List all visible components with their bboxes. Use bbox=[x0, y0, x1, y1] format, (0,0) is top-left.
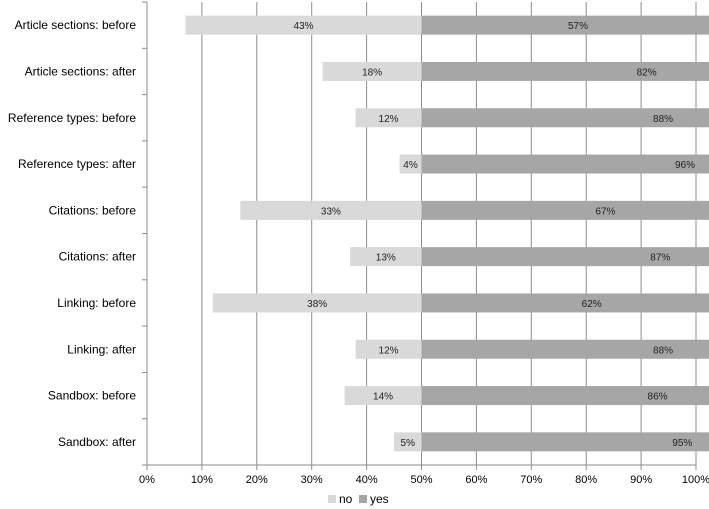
bar-yes-label: 62% bbox=[582, 299, 602, 310]
x-tick-label: 70% bbox=[520, 474, 542, 486]
x-tick-label: 0% bbox=[139, 474, 155, 486]
legend: no yes bbox=[328, 492, 389, 506]
bar-no bbox=[355, 339, 422, 359]
bar-no bbox=[185, 15, 422, 35]
bar-no-label: 18% bbox=[362, 67, 382, 78]
x-tick-label: 100% bbox=[682, 474, 709, 486]
bar-yes bbox=[421, 15, 709, 35]
x-tick-label: 20% bbox=[246, 474, 268, 486]
category-label: Citations: after bbox=[59, 250, 136, 264]
bar-no-label: 12% bbox=[379, 114, 399, 125]
bar-yes-label: 88% bbox=[653, 114, 673, 125]
bar-no bbox=[355, 108, 422, 128]
bar-yes bbox=[421, 200, 709, 220]
bar-no-label: 5% bbox=[401, 438, 416, 449]
x-tick-label: 10% bbox=[191, 474, 213, 486]
bar-no-label: 12% bbox=[379, 345, 399, 356]
bar-no bbox=[394, 432, 422, 452]
category-label: Sandbox: before bbox=[48, 389, 136, 403]
bar-yes-label: 82% bbox=[637, 67, 657, 78]
bar-yes-label: 87% bbox=[650, 253, 670, 264]
legend-label-no: no bbox=[339, 492, 353, 506]
bar-yes-label: 67% bbox=[595, 206, 615, 217]
x-tick-label: 40% bbox=[356, 474, 378, 486]
x-tick-label: 90% bbox=[630, 474, 652, 486]
bar-no bbox=[322, 61, 422, 81]
bar-yes-label: 57% bbox=[568, 21, 588, 32]
bar-yes bbox=[421, 108, 709, 128]
bar-no bbox=[344, 386, 422, 406]
bar-yes bbox=[421, 293, 709, 313]
bar-no bbox=[399, 154, 422, 174]
category-label: Citations: before bbox=[49, 203, 137, 217]
bar-yes-label: 86% bbox=[648, 392, 668, 403]
bar-no-label: 13% bbox=[376, 253, 396, 264]
bar-no-label: 38% bbox=[307, 299, 327, 310]
bar-yes-label: 96% bbox=[675, 160, 695, 171]
category-label: Linking: before bbox=[57, 296, 136, 310]
bar-yes bbox=[421, 247, 709, 267]
x-tick-label: 60% bbox=[465, 474, 487, 486]
bar-yes bbox=[421, 339, 709, 359]
bar-no bbox=[212, 293, 422, 313]
labels: 0% 10% 20% 30% 40% 50% 60% 70% 80% 90% 100% Article… bbox=[8, 18, 709, 486]
category-label: Article sections: after bbox=[25, 64, 136, 78]
x-tick-label: 30% bbox=[301, 474, 323, 486]
bar-yes-label: 88% bbox=[653, 345, 673, 356]
bar-yes bbox=[421, 432, 709, 452]
bar-yes bbox=[421, 61, 709, 81]
category-label: Reference types: before bbox=[8, 111, 136, 125]
bar-yes-label: 95% bbox=[672, 438, 692, 449]
bar-no bbox=[350, 247, 422, 267]
category-label: Reference types: after bbox=[18, 157, 136, 171]
bar-yes bbox=[421, 154, 709, 174]
category-label: Linking: after bbox=[67, 342, 136, 356]
bars bbox=[185, 15, 709, 452]
legend-label-yes: yes bbox=[370, 492, 389, 506]
x-tick-label: 80% bbox=[575, 474, 597, 486]
bar-no-label: 43% bbox=[293, 21, 313, 32]
bar-no-label: 14% bbox=[373, 392, 393, 403]
axes bbox=[142, 1, 697, 470]
bar-yes bbox=[421, 386, 709, 406]
x-tick-label: 50% bbox=[410, 474, 432, 486]
bar-no-label: 33% bbox=[321, 206, 341, 217]
legend-swatch-no bbox=[328, 495, 336, 503]
category-label: Article sections: before bbox=[15, 18, 137, 32]
bar-no-label: 4% bbox=[403, 160, 418, 171]
legend-swatch-yes bbox=[359, 495, 367, 503]
category-label: Sandbox: after bbox=[58, 435, 136, 449]
bar-no bbox=[240, 200, 422, 220]
